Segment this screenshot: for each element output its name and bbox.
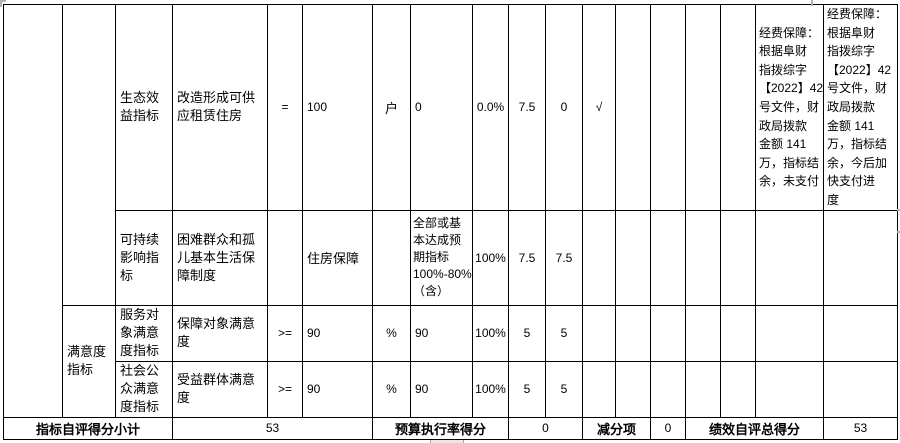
cell-score-weight: 7.5 — [508, 209, 546, 306]
performance-evaluation-table: 生态效 益指标 改造形成可供 应租赁住房 = 100 户 0 0.0% 7.5 … — [3, 4, 898, 440]
table-row: 社会公 众满意 度指标 受益群体满意 度 >= 90 % 90 100% 5 5 — [4, 360, 898, 418]
summary-deduction-label: 减分项 — [582, 416, 651, 440]
edge-tick — [897, 231, 900, 233]
empty-cell — [685, 209, 721, 306]
empty-cell — [720, 360, 756, 418]
cell-actual-value: 0 — [410, 4, 473, 211]
cell-indicator-name: 改造形成可供 应租赁住房 — [172, 4, 268, 211]
cell-score-weight: 5 — [508, 304, 546, 362]
empty-cell — [615, 304, 651, 362]
empty-cell — [582, 360, 616, 418]
empty-cell — [650, 360, 686, 418]
cell-indicator-name: 保障对象满意 度 — [172, 304, 268, 362]
empty-cell — [720, 304, 756, 362]
cell-indicator-name: 困难群众和孤 儿基本生活保 障制度 — [172, 209, 268, 306]
empty-merged-cell-group — [62, 4, 116, 306]
empty-cell — [720, 209, 756, 306]
page-break-tick — [811, 0, 813, 6]
empty-cell — [755, 209, 824, 306]
cell-self-score: 7.5 — [545, 209, 583, 306]
empty-cell — [615, 209, 651, 306]
empty-cell — [267, 209, 303, 306]
cell-improvement-note: 经费保障： 根据阜财 指拨综字 【2022】42 号文件，财 政局拨款 金额 1… — [823, 4, 898, 211]
cell-target-value: 90 — [302, 360, 373, 418]
cell-self-score: 5 — [545, 304, 583, 362]
empty-cell — [755, 304, 824, 362]
empty-cell — [615, 4, 651, 211]
summary-total-label: 绩效自评总得分 — [685, 416, 824, 440]
empty-cell — [755, 360, 824, 418]
summary-budget-label: 预算执行率得分 — [372, 416, 509, 440]
summary-budget-value: 0 — [508, 416, 583, 440]
empty-cell — [582, 304, 616, 362]
cell-self-score: 0 — [545, 4, 583, 211]
cell-check-mark: √ — [582, 4, 616, 211]
summary-row: 指标自评得分小计 53 预算执行率得分 0 减分项 0 绩效自评总得分 53 — [3, 416, 898, 440]
corner-mark — [0, 0, 2, 7]
cell-actual-value: 90 — [410, 360, 473, 418]
empty-cell — [823, 304, 898, 362]
cell-unit: % — [372, 360, 411, 418]
cell-indicator-category: 服务对 象满意 度指标 — [115, 304, 173, 362]
cell-actual-value: 全部或基 本达成预 期指标 100%-80% （含） — [410, 209, 473, 306]
cell-target-value: 90 — [302, 304, 373, 362]
cell-completion-rate: 100% — [472, 304, 509, 362]
edge-tick — [897, 209, 900, 211]
empty-cell — [650, 304, 686, 362]
empty-cell — [615, 360, 651, 418]
cell-operator: = — [267, 4, 303, 211]
cell-self-score: 5 — [545, 360, 583, 418]
cell-target-value: 住房保障 — [302, 209, 373, 306]
bottom-ui-fragment — [430, 440, 464, 443]
cell-unit: % — [372, 304, 411, 362]
empty-cell — [650, 209, 686, 306]
empty-cell — [685, 4, 721, 211]
cell-indicator-name: 受益群体满意 度 — [172, 360, 268, 418]
cell-score-weight: 7.5 — [508, 4, 546, 211]
summary-total-value: 53 — [823, 416, 898, 440]
cell-indicator-category: 可持续 影响指 标 — [115, 209, 173, 306]
empty-cell — [685, 304, 721, 362]
cell-unit: 户 — [372, 4, 411, 211]
table-row: 满意度 指标 服务对 象满意 度指标 保障对象满意 度 >= 90 % 90 1… — [4, 304, 898, 418]
summary-subtotal-label: 指标自评得分小计 — [3, 416, 173, 440]
cell-score-weight: 5 — [508, 360, 546, 418]
empty-cell — [372, 209, 411, 306]
cell-completion-rate: 0.0% — [472, 4, 509, 211]
empty-cell — [685, 360, 721, 418]
cell-satisfaction-group: 满意度 指标 — [62, 304, 116, 418]
empty-merged-cell-level1 — [3, 4, 63, 418]
empty-cell — [720, 4, 756, 211]
table-row: 可持续 影响指 标 困难群众和孤 儿基本生活保 障制度 住房保障 全部或基 本达… — [4, 209, 898, 306]
empty-cell — [823, 360, 898, 418]
cell-operator: >= — [267, 360, 303, 418]
empty-cell — [582, 209, 616, 306]
summary-subtotal-value: 53 — [172, 416, 373, 440]
cell-indicator-category: 生态效 益指标 — [115, 4, 173, 211]
cell-operator: >= — [267, 304, 303, 362]
cell-indicator-category: 社会公 众满意 度指标 — [115, 360, 173, 418]
empty-cell — [650, 4, 686, 211]
cell-completion-rate: 100% — [472, 360, 509, 418]
summary-deduction-value: 0 — [650, 416, 686, 440]
cell-actual-value: 90 — [410, 304, 473, 362]
table-row: 生态效 益指标 改造形成可供 应租赁住房 = 100 户 0 0.0% 7.5 … — [3, 4, 898, 418]
cell-target-value: 100 — [302, 4, 373, 211]
cell-deviation-note: 经费保障： 根据阜财 指拨综字 【2022】42 号文件，财 政局拨款 金额 1… — [755, 4, 824, 211]
cell-completion-rate: 100% — [472, 209, 509, 306]
corner-mark — [0, 0, 6, 2]
empty-cell — [823, 209, 898, 306]
